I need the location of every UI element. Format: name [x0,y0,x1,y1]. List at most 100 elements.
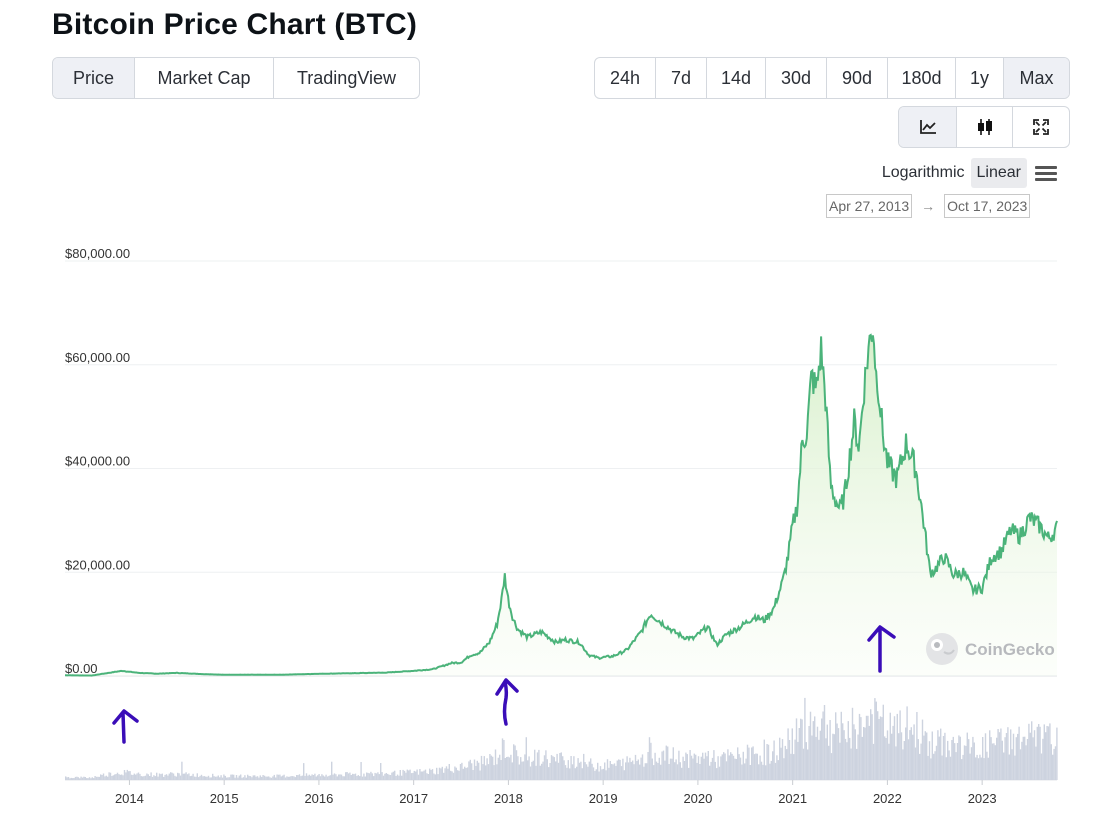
volume-bar [422,771,424,780]
hamburger-menu-icon[interactable] [1035,163,1057,184]
volume-bar [595,769,597,780]
volume-bar [815,736,817,780]
volume-bar [1056,727,1058,780]
volume-bar [200,774,203,780]
volume-bar [231,774,233,780]
volume-bar [590,758,592,780]
range-180d-button[interactable]: 180d [888,58,956,98]
volume-bar [655,761,658,780]
line-chart-button[interactable] [899,107,957,147]
volume-bar [835,712,837,780]
volume-bar [998,732,1001,780]
volume-bar [139,773,141,780]
volume-bar [413,770,415,780]
volume-bar [433,773,435,780]
range-14d-button[interactable]: 14d [707,58,766,98]
tab-tradingview[interactable]: TradingView [296,67,397,88]
volume-bar [1054,746,1057,780]
fullscreen-icon [1033,119,1049,135]
volume-bar [314,773,316,780]
volume-bar [214,776,217,780]
volume-bar [244,775,246,780]
start-date-input[interactable]: Apr 27, 2013 [826,194,913,218]
volume-bar [191,775,193,780]
volume-bar [331,761,333,780]
volume-bar [424,769,427,780]
volume-bar [427,774,429,780]
volume-bar [473,759,476,780]
volume-bar [930,758,932,780]
end-date-input[interactable]: Oct 17, 2023 [944,194,1031,218]
volume-bar [620,766,623,780]
volume-bar [899,710,901,780]
volume-bar [868,725,870,780]
volume-bar [660,764,662,780]
volume-bar [486,758,488,780]
volume-bar [163,776,165,780]
volume-bar [485,765,487,780]
volume-bar [133,773,135,780]
volume-bar [580,761,582,780]
volume-bar [202,776,204,780]
volume-bar [585,764,588,780]
volume-bar [318,774,320,780]
volume-bar [870,709,872,780]
volume-bar [303,763,305,780]
volume-bar [108,772,110,780]
range-24h-button[interactable]: 24h [595,58,656,98]
volume-bar [1043,724,1045,780]
range-90d-button[interactable]: 90d [827,58,888,98]
tab-price[interactable]: Price [53,58,135,98]
volume-bar [881,717,883,780]
volume-bar [577,758,579,780]
volume-bar [948,750,950,780]
volume-bar [671,758,673,780]
volume-bar [461,762,463,780]
volume-bar [321,774,323,780]
volume-bar [717,756,719,780]
volume-bar [150,772,152,780]
volume-bar [767,744,770,780]
volume-bar [588,761,590,780]
volume-bar [665,745,667,780]
range-30d-button[interactable]: 30d [766,58,827,98]
volume-bar [619,759,621,780]
volume-bar [241,777,243,780]
volume-bar [226,777,228,780]
volume-bar [294,777,296,780]
volume-bar [583,753,585,780]
volume-bar [759,755,761,780]
logarithmic-option[interactable]: Logarithmic [881,164,965,181]
volume-bar [825,738,827,780]
volume-bar [972,736,974,780]
volume-bar [543,755,546,780]
volume-bar [837,728,840,780]
linear-option[interactable]: Linear [970,158,1027,188]
volume-bar [536,752,539,780]
volume-bar [956,743,959,780]
volume-bar [1046,726,1048,780]
volume-bar [130,774,133,780]
range-max-button[interactable]: Max [1004,58,1069,98]
volume-bar [501,738,504,780]
volume-bar [522,761,525,780]
volume-bar [900,732,903,780]
volume-bar [275,777,277,780]
coingecko-watermark: CoinGecko [926,633,1055,665]
volume-bar [592,767,595,780]
volume-bar [713,750,715,780]
volume-bar [431,769,434,780]
range-1y-button[interactable]: 1y [956,58,1004,98]
volume-bar [496,764,498,780]
volume-bar [389,775,392,780]
volume-bar [902,749,904,780]
volume-bar [629,757,631,780]
volume-bar [779,737,781,780]
volume-bar [1036,726,1038,780]
tab-market-cap[interactable]: Market Cap [135,58,274,98]
fullscreen-button[interactable] [1013,107,1069,147]
volume-bar [864,727,866,780]
range-7d-button[interactable]: 7d [656,58,707,98]
candlestick-button[interactable] [957,107,1013,147]
volume-bar [762,764,764,780]
